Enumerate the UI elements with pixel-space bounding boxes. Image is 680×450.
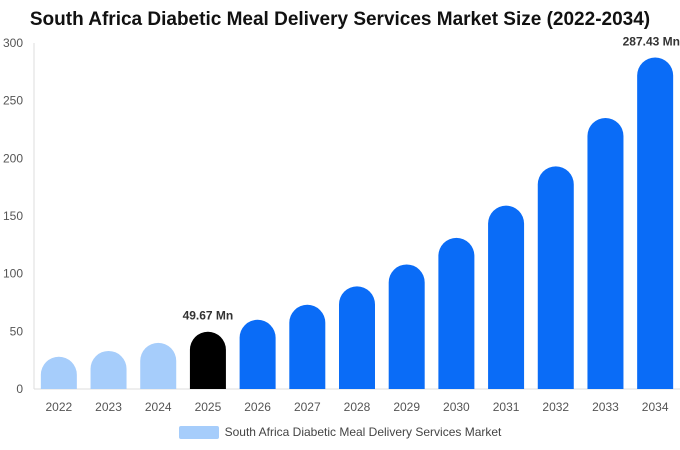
x-tick-label: 2032 bbox=[542, 400, 569, 414]
data-label: 287.43 Mn bbox=[623, 34, 680, 48]
bar-2024 bbox=[140, 342, 177, 389]
bar-2031 bbox=[488, 205, 525, 389]
x-tick-label: 2024 bbox=[145, 400, 172, 414]
legend: South Africa Diabetic Meal Delivery Serv… bbox=[0, 425, 680, 439]
y-tick-label: 0 bbox=[16, 382, 23, 396]
bar-2023 bbox=[90, 350, 127, 389]
legend-label: South Africa Diabetic Meal Delivery Serv… bbox=[224, 425, 502, 439]
x-tick-label: 2034 bbox=[642, 400, 669, 414]
y-tick-label: 300 bbox=[3, 36, 23, 50]
bar-2034 bbox=[637, 57, 674, 389]
bar-2022 bbox=[40, 356, 77, 389]
y-tick-label: 250 bbox=[3, 94, 23, 108]
y-tick-label: 200 bbox=[3, 151, 23, 165]
bar-2029 bbox=[388, 264, 425, 389]
x-tick-label: 2029 bbox=[393, 400, 420, 414]
bar-2026 bbox=[239, 319, 276, 389]
x-tick-label: 2031 bbox=[493, 400, 520, 414]
legend-swatch bbox=[178, 425, 219, 439]
x-tick-label: 2023 bbox=[95, 400, 122, 414]
x-tick-label: 2022 bbox=[45, 400, 72, 414]
y-tick-label: 150 bbox=[3, 209, 23, 223]
y-tick-label: 100 bbox=[3, 267, 23, 281]
bar-2032 bbox=[537, 166, 574, 389]
bar-2025 bbox=[189, 331, 226, 389]
bar-2033 bbox=[587, 117, 624, 389]
bar-2027 bbox=[289, 304, 326, 389]
bar-2028 bbox=[339, 286, 375, 389]
chart-title: South Africa Diabetic Meal Delivery Serv… bbox=[29, 9, 651, 30]
x-tick-label: 2030 bbox=[443, 400, 470, 414]
x-tick-label: 2025 bbox=[195, 400, 222, 414]
x-tick-label: 2028 bbox=[344, 400, 371, 414]
bar-2030 bbox=[438, 237, 475, 389]
x-tick-label: 2026 bbox=[244, 400, 271, 414]
y-tick-label: 50 bbox=[10, 324, 24, 338]
data-label: 49.67 Mn bbox=[183, 309, 234, 323]
x-tick-label: 2033 bbox=[592, 400, 619, 414]
x-tick-label: 2027 bbox=[294, 400, 321, 414]
